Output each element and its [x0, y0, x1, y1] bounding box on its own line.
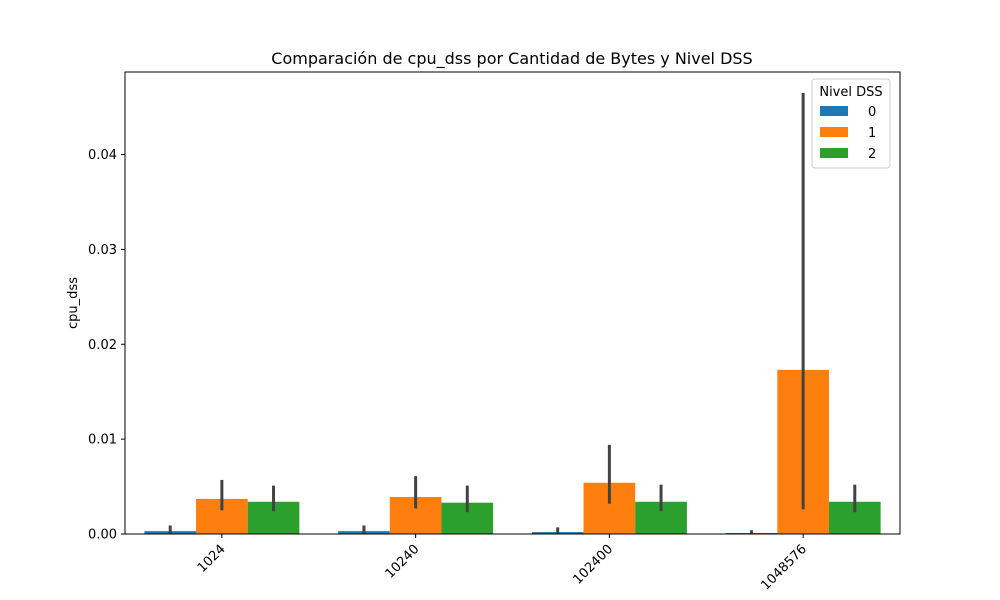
legend-swatch-0 [820, 106, 848, 116]
y-tick-label: 0.01 [88, 433, 117, 448]
y-axis-title: cpu_dss [66, 277, 81, 329]
legend: Nivel DSS 0 1 2 [811, 78, 891, 169]
y-tick-label: 0.04 [88, 148, 117, 163]
chart-title: Comparación de cpu_dss por Cantidad de B… [271, 49, 752, 69]
legend-label-0: 0 [868, 105, 876, 120]
legend-box [811, 78, 891, 169]
y-tick-label: 0.02 [88, 338, 117, 353]
plot-area: 0.00 0.01 0.02 0.03 0.04 1024 10240 102400 10485… [88, 71, 901, 594]
y-tick-label: 0.00 [88, 528, 117, 543]
legend-swatch-1 [820, 127, 848, 137]
x-tick-label: 1024 [195, 542, 229, 576]
x-tick-label: 102400 [570, 542, 616, 588]
legend-title: Nivel DSS [819, 85, 882, 100]
x-tick-label: 1048576 [758, 542, 810, 594]
legend-label-1: 1 [868, 126, 876, 141]
legend-label-2: 2 [868, 147, 876, 162]
y-tick-label: 0.03 [88, 243, 117, 258]
x-tick-label: 10240 [383, 542, 423, 582]
axes-frame [124, 71, 901, 535]
legend-swatch-2 [820, 148, 848, 158]
